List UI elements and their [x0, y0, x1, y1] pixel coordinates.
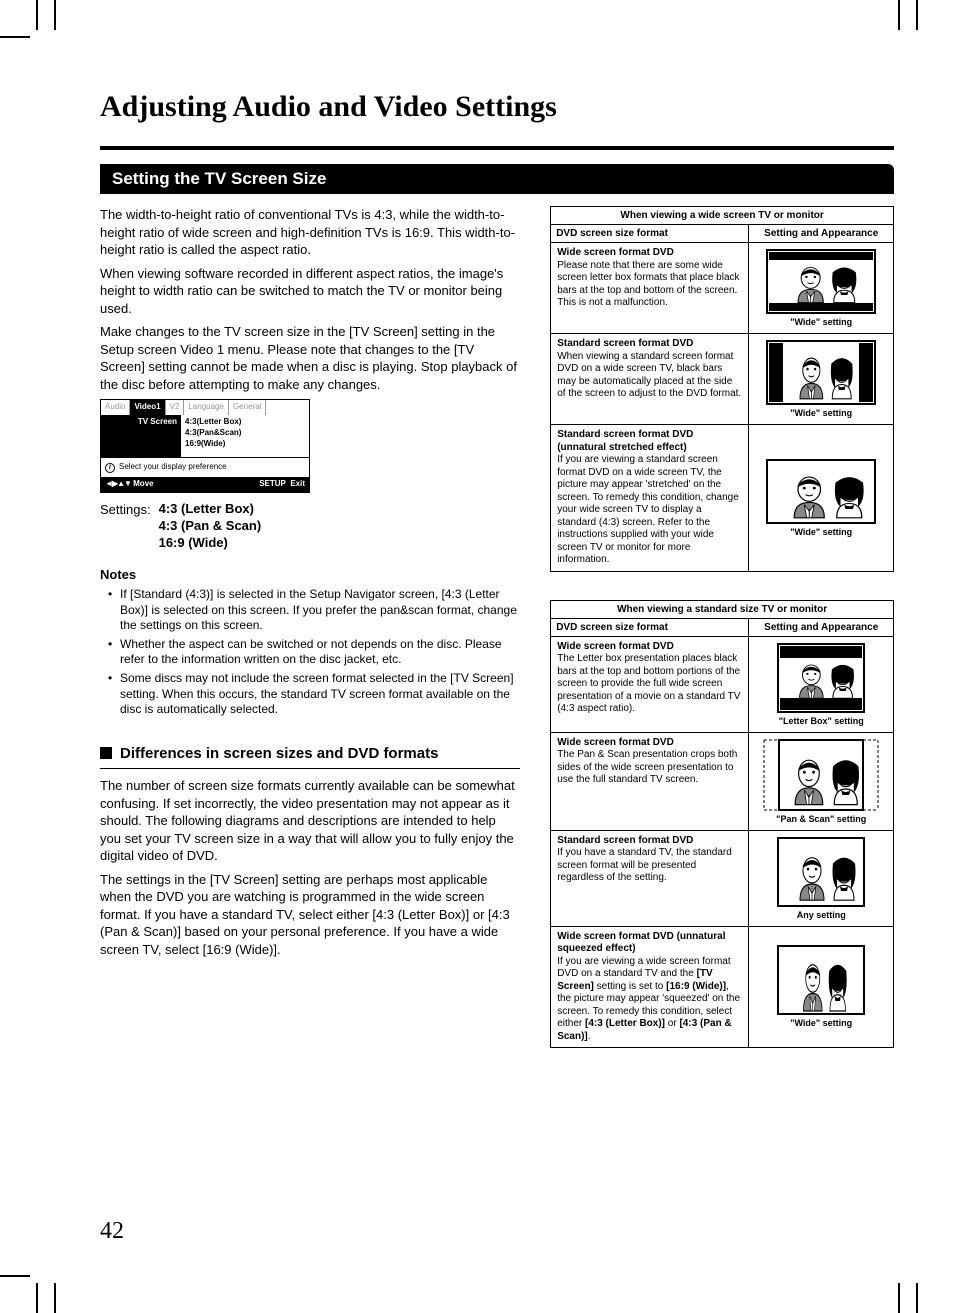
widescreen-table: When viewing a wide screen TV or monitor… — [550, 206, 894, 572]
rule — [100, 768, 520, 769]
appearance-diagram: "Letter Box" setting — [749, 637, 893, 732]
menu-info-text: Select your display preference — [119, 462, 227, 473]
appearance-diagram: "Wide" setting — [749, 334, 893, 424]
paragraph: The number of screen size formats curren… — [100, 777, 520, 865]
paragraph: When viewing software recorded in differ… — [100, 265, 520, 318]
appearance-diagram: "Wide" setting — [749, 927, 893, 1048]
section-heading: Setting the TV Screen Size — [100, 164, 894, 194]
table-row: Standard screen format DVDIf you have a … — [551, 831, 893, 927]
menu-tab: V2 — [166, 400, 185, 415]
table-row: Wide screen format DVDThe Pan & Scan pre… — [551, 733, 893, 831]
menu-footer: ◄▶▲▼ Move SETUP Exit — [101, 477, 309, 492]
paragraph: The width-to-height ratio of conventiona… — [100, 206, 520, 259]
menu-setting-label: TV Screen — [101, 415, 181, 457]
format-description: Wide screen format DVDPlease note that t… — [551, 243, 749, 333]
table-header: DVD screen size format — [551, 619, 749, 636]
paragraph: Make changes to the TV screen size in th… — [100, 323, 520, 393]
table-caption: When viewing a standard size TV or monit… — [551, 601, 893, 619]
standard-tv-table: When viewing a standard size TV or monit… — [550, 600, 894, 1049]
right-column: When viewing a wide screen TV or monitor… — [550, 206, 894, 1076]
note-item: If [Standard (4:3)] is selected in the S… — [108, 587, 520, 634]
setup-menu-screenshot: AudioVideo1V2LanguageGeneral TV Screen 4… — [100, 399, 310, 492]
page-title: Adjusting Audio and Video Settings — [100, 90, 894, 124]
table-row: Wide screen format DVD (unnatural squeez… — [551, 927, 893, 1048]
menu-tab: Audio — [101, 400, 130, 415]
notes-heading: Notes — [100, 566, 520, 584]
menu-tab: Language — [184, 400, 229, 415]
page-number: 42 — [100, 1218, 124, 1245]
table-row: Wide screen format DVDThe Letter box pre… — [551, 637, 893, 733]
paragraph: The settings in the [TV Screen] setting … — [100, 871, 520, 959]
settings-list: Settings: 4:3 (Letter Box)4:3 (Pan & Sca… — [100, 501, 520, 552]
table-caption: When viewing a wide screen TV or monitor — [551, 207, 893, 225]
table-header: DVD screen size format — [551, 225, 749, 242]
format-description: Standard screen format DVD (unnatural st… — [551, 425, 749, 571]
left-column: The width-to-height ratio of conventiona… — [100, 206, 520, 1076]
subsection-heading: Differences in screen sizes and DVD form… — [100, 744, 520, 764]
menu-info-bar: i Select your display preference — [101, 457, 309, 477]
format-description: Wide screen format DVD (unnatural squeez… — [551, 927, 749, 1048]
appearance-diagram: "Wide" setting — [749, 243, 893, 333]
table-row: Wide screen format DVDPlease note that t… — [551, 243, 893, 334]
notes-list: If [Standard (4:3)] is selected in the S… — [108, 587, 520, 718]
format-description: Wide screen format DVDThe Letter box pre… — [551, 637, 749, 732]
manual-page: Adjusting Audio and Video Settings Setti… — [100, 90, 894, 1243]
appearance-diagram: "Wide" setting — [749, 425, 893, 571]
menu-tab: Video1 — [130, 400, 165, 415]
note-item: Whether the aspect can be switched or no… — [108, 637, 520, 668]
table-row: Standard screen format DVDWhen viewing a… — [551, 334, 893, 425]
menu-tab: General — [229, 400, 266, 415]
info-icon: i — [105, 463, 115, 473]
table-header: Setting and Appearance — [749, 619, 893, 636]
note-item: Some discs may not include the screen fo… — [108, 671, 520, 718]
format-description: Wide screen format DVDThe Pan & Scan pre… — [551, 733, 749, 830]
table-row: Standard screen format DVD (unnatural st… — [551, 425, 893, 571]
format-description: Standard screen format DVDWhen viewing a… — [551, 334, 749, 424]
appearance-diagram: Any setting — [749, 831, 893, 926]
format-description: Standard screen format DVDIf you have a … — [551, 831, 749, 926]
appearance-diagram: "Pan & Scan" setting — [749, 733, 893, 830]
square-bullet-icon — [100, 747, 112, 759]
rule — [100, 146, 894, 150]
menu-options: 4:3(Letter Box)4:3(Pan&Scan)16:9(Wide) — [181, 415, 245, 457]
table-header: Setting and Appearance — [749, 225, 893, 242]
